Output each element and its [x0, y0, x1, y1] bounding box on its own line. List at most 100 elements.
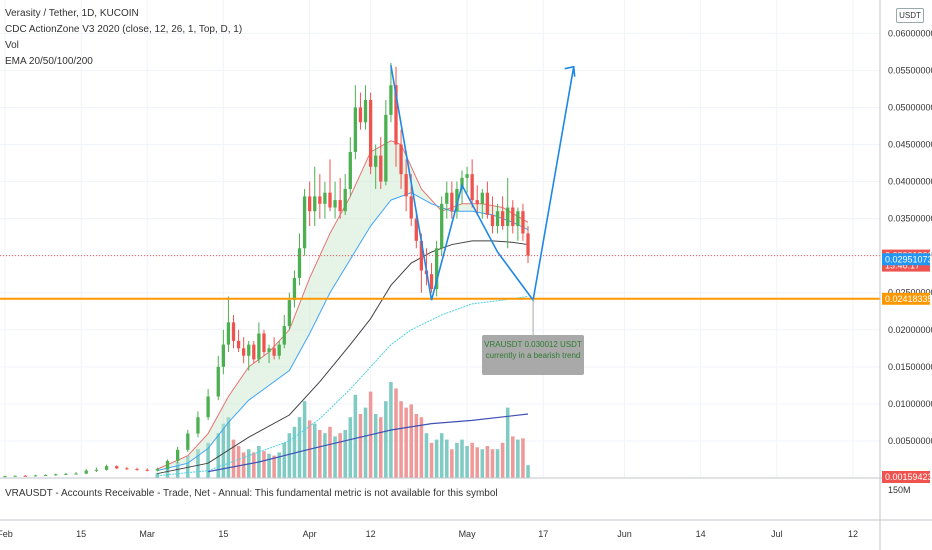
time-tick-label: Apr [303, 529, 317, 539]
candle-body [125, 468, 129, 470]
volume-bar [460, 439, 464, 478]
volume-bar [252, 452, 256, 478]
price-tick-label: 0.02000000 [888, 325, 932, 335]
price-tag-countdown: 15:46:17 [885, 261, 920, 271]
candle-body [445, 192, 449, 204]
volume-bar [470, 442, 474, 478]
candle-body [282, 326, 286, 345]
candle-body [521, 211, 525, 234]
volume-bar [521, 438, 525, 478]
candle-body [353, 107, 358, 152]
pattern-line [390, 65, 575, 303]
candle-body [13, 475, 17, 477]
volume-bar [236, 446, 241, 478]
candle-body [84, 470, 88, 474]
grid [0, 0, 880, 478]
ema-line [157, 192, 529, 472]
callout-line-2: currently in a bearish trend [485, 351, 581, 360]
price-tick-label: 0.05500000 [888, 65, 932, 75]
candle-body [460, 177, 464, 189]
candle-body [485, 192, 490, 215]
price-tick-label: 0.05000000 [888, 102, 932, 112]
candle-body [186, 433, 190, 450]
volume-bar [312, 423, 317, 478]
volume-axis-label: 150M [888, 485, 911, 495]
candle-body [272, 348, 276, 356]
candle-body [348, 151, 352, 189]
candle-body [455, 188, 459, 212]
candle-body [216, 366, 220, 397]
volume-bar [272, 455, 276, 478]
price-tick-label: 0.01000000 [888, 399, 932, 409]
candle-body [302, 196, 307, 249]
volume-bar [231, 439, 236, 478]
candle-body [287, 300, 292, 327]
volume-bar [348, 417, 353, 478]
candle-body [374, 155, 378, 167]
candle-body [115, 466, 119, 469]
volume-bar [302, 401, 307, 478]
volume-bar [328, 426, 332, 478]
volume-bar [475, 447, 480, 478]
volume-bar [262, 451, 266, 478]
candle-body [175, 449, 180, 461]
ema-line [157, 240, 529, 475]
candle-body [252, 344, 256, 360]
candle-body [226, 322, 231, 345]
volume-bar [404, 407, 408, 478]
currency-badge[interactable]: USDT [896, 8, 924, 23]
candle-body [104, 466, 109, 470]
candle-body [165, 460, 170, 470]
volume-bar [490, 449, 495, 478]
time-tick-label: 15 [218, 529, 228, 539]
candle-body [23, 475, 27, 477]
candle-body [338, 200, 342, 212]
candle-body [323, 192, 327, 204]
volume-bar [399, 401, 403, 478]
callout-line-1: VRAUSDT 0.030012 USDT [484, 340, 582, 349]
candle-body [384, 114, 388, 182]
candle-body [409, 196, 413, 219]
price-levels [0, 255, 880, 300]
volume-bar [526, 465, 530, 478]
time-tick-label: May [459, 529, 477, 539]
candles [3, 62, 530, 478]
price-tick-label: 0.06000000 [888, 28, 932, 38]
volume-bar [165, 468, 170, 478]
time-axis[interactable]: Feb 15 Mar 15 Apr 12 May 17 Jun 14 Jul 12 [0, 529, 858, 539]
volume-bar [196, 449, 200, 478]
candle-body [526, 233, 530, 256]
price-callout[interactable]: VRAUSDT 0.030012 USDT currently in a bea… [482, 335, 584, 375]
volume-bars [155, 382, 530, 478]
candle-body [440, 203, 444, 249]
indicator-cdc-actionzone[interactable]: CDC ActionZone V3 2020 (close, 12, 26, 1… [5, 24, 243, 35]
time-tick-label: 12 [848, 529, 858, 539]
candle-body [155, 469, 159, 471]
time-tick-label: 17 [538, 529, 548, 539]
candle-body [262, 333, 266, 353]
indicator-vol[interactable]: Vol [5, 40, 19, 51]
time-tick-label: Mar [139, 529, 155, 539]
pattern-drawing[interactable] [390, 65, 576, 335]
ema-line [157, 295, 529, 477]
volume-bar [378, 417, 383, 478]
volume-bar [338, 433, 342, 478]
price-tick-label: 0.04000000 [888, 177, 932, 187]
volume-bar [175, 462, 180, 478]
indicator-ema[interactable]: EMA 20/50/100/200 [5, 56, 93, 67]
candle-body [74, 473, 78, 475]
volume-bar [414, 414, 419, 478]
candle-body [318, 196, 322, 204]
volume-bar [292, 426, 297, 478]
candle-body [247, 344, 251, 356]
price-tick-label: 0.01500000 [888, 362, 932, 372]
candle-body [419, 240, 424, 271]
chart-title: Verasity / Tether, 1D, KUCOIN [5, 8, 139, 19]
candle-body [343, 188, 347, 212]
candle-body [506, 207, 510, 227]
volume-bar [323, 433, 327, 478]
volume-bar [424, 433, 429, 478]
volume-bar [495, 449, 500, 478]
